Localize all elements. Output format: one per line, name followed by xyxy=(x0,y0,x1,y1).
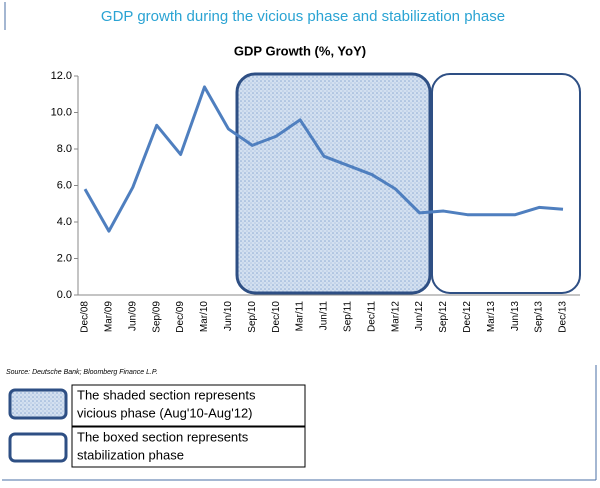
note-text: vicious phase (Aug'10-Aug'12) xyxy=(77,405,253,420)
x-tick-label: Mar/12 xyxy=(390,301,401,333)
y-tick-label: 0.0 xyxy=(57,289,72,301)
x-tick-label: Dec/13 xyxy=(558,301,569,333)
x-tick-label: Sep/09 xyxy=(151,301,162,333)
x-tick-label: Jun/10 xyxy=(223,301,234,331)
x-tick-label: Dec/09 xyxy=(175,301,186,333)
legend-box xyxy=(71,426,306,468)
x-tick-label: Dec/08 xyxy=(80,301,91,333)
x-tick-label: Jun/11 xyxy=(319,301,330,331)
x-tick-label: Mar/10 xyxy=(199,301,210,333)
x-tick-label: Mar/09 xyxy=(104,301,115,333)
x-tick-label: Sep/12 xyxy=(438,301,449,333)
source: Source: Deutsche Bank; Bloomberg Finance… xyxy=(6,369,158,376)
note-text: The boxed section represents xyxy=(77,429,249,444)
x-tick-label: Jun/09 xyxy=(127,301,138,331)
plot: 0.0 2.0 4.0 6.0 8.0 10.0 12.0 Dec/08 Mar/09 Jun/0… xyxy=(51,70,580,333)
x-tick-label: Jun/12 xyxy=(414,301,425,331)
header: GDP growth during the vicious phase and … xyxy=(101,8,505,25)
legend-shaded-icon xyxy=(8,388,68,420)
x-tick-label: Dec/10 xyxy=(271,301,282,333)
note-text: The shaded section represents xyxy=(77,387,256,402)
vicious-phase-region xyxy=(235,72,432,295)
chart-title: GDP Growth (%, YoY) xyxy=(234,43,366,58)
y-tick-label: 2.0 xyxy=(57,252,72,264)
x-tick-label: Sep/13 xyxy=(534,301,545,333)
stabilization-phase-region xyxy=(431,73,581,294)
x-tick-label: Mar/13 xyxy=(486,301,497,333)
x-tick-label: Dec/12 xyxy=(462,301,473,333)
y-tick-label: 6.0 xyxy=(57,179,72,191)
note-text: stabilization phase xyxy=(77,447,184,462)
y-tick-label: 4.0 xyxy=(57,216,72,228)
y-tick-label: 10.0 xyxy=(51,106,72,118)
y-tick-label: 8.0 xyxy=(57,143,72,155)
x-tick-label: Sep/10 xyxy=(247,301,258,333)
x-tick-label: Mar/11 xyxy=(295,301,306,332)
x-tick-label: Dec/11 xyxy=(366,301,377,332)
x-tick-label: Jun/13 xyxy=(510,301,521,331)
y-tick-label: 12.0 xyxy=(51,70,72,82)
data-line xyxy=(83,85,564,233)
legend-boxed-icon xyxy=(8,432,68,463)
x-tick-label: Sep/11 xyxy=(343,301,354,332)
legend-box xyxy=(71,384,306,427)
